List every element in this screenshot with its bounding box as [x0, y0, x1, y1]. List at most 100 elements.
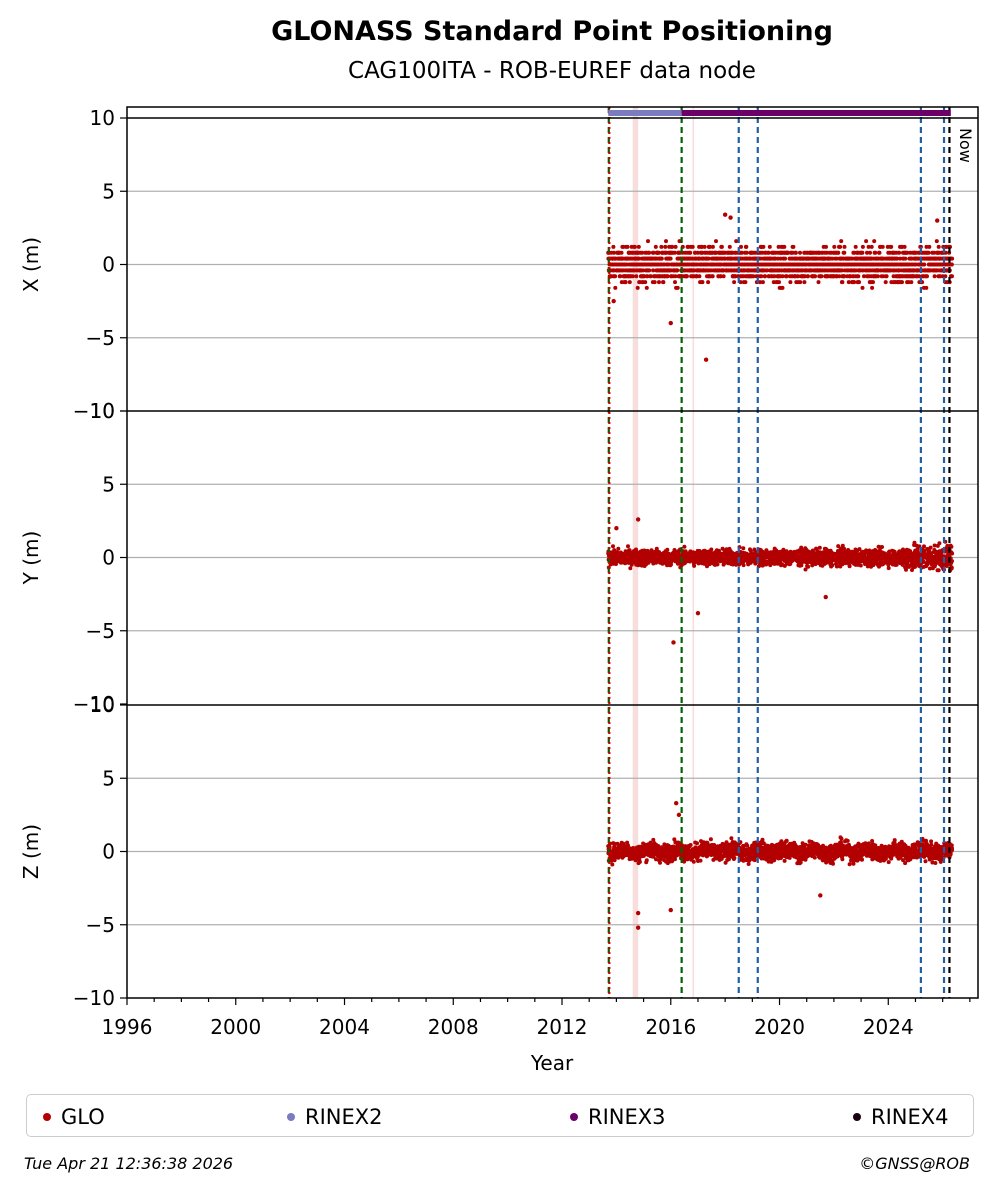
glo-point [802, 280, 807, 285]
glo-point [682, 544, 687, 549]
glo-outlier-point-4 [728, 215, 733, 220]
glo-point [842, 274, 847, 279]
glo-point [857, 280, 861, 285]
glo-point [715, 562, 720, 567]
glo-point [788, 280, 793, 285]
glo-point [860, 250, 865, 255]
chart-title: GLONASS Standard Point Positioning [271, 16, 833, 47]
ytick-label: 5 [102, 472, 115, 496]
glo-outlier-point-4 [614, 526, 619, 531]
glo-point [637, 256, 641, 261]
ytick-label: −10 [73, 692, 115, 716]
glo-point [883, 280, 888, 285]
glo-point [776, 244, 781, 249]
glo-point [627, 548, 632, 553]
glo-point [719, 262, 724, 267]
glo-point [741, 563, 746, 568]
glo-point [856, 274, 861, 279]
glo-point [834, 256, 839, 261]
glo-point [646, 239, 650, 244]
glo-point [625, 244, 630, 249]
ytick-label: 0 [102, 546, 115, 570]
glo-point [634, 274, 639, 279]
glo-point [710, 274, 715, 279]
glo-point [691, 859, 696, 864]
glo-point [862, 274, 866, 279]
glo-point [732, 280, 737, 285]
glo-point [688, 843, 693, 847]
glo-point [644, 858, 649, 863]
glo-point [950, 256, 955, 261]
glo-point [927, 244, 932, 249]
glo-point [640, 250, 645, 255]
glo-point [661, 280, 666, 285]
glo-point [857, 547, 862, 552]
glo-point [714, 239, 718, 244]
glo-point [950, 274, 954, 279]
glo-point [659, 256, 664, 261]
glo-point [949, 262, 954, 267]
ytick-label: −5 [86, 619, 115, 643]
glo-point [649, 548, 654, 553]
glo-point [618, 274, 623, 279]
glo-outlier-point-1 [695, 610, 701, 616]
glo-point [700, 280, 705, 285]
glo-point [649, 274, 653, 279]
glo-point [644, 285, 649, 290]
glo-point [626, 544, 630, 549]
glo-point [903, 256, 908, 261]
glo-point [664, 239, 668, 244]
glo-point [665, 547, 670, 552]
glo-point [813, 274, 817, 279]
glo-point [898, 256, 903, 261]
glo-point [796, 274, 801, 279]
glo-point [937, 541, 942, 546]
glo-point [707, 244, 712, 249]
glo-point [840, 268, 844, 273]
glo-outlier-point-5 [935, 218, 940, 223]
glo-point [830, 256, 835, 261]
glo-point [647, 250, 652, 255]
glo-point [641, 268, 646, 273]
glo-point [784, 838, 789, 843]
glo-point [836, 250, 841, 255]
glo-point [629, 562, 634, 567]
glo-point [924, 244, 929, 249]
glo-point [880, 244, 885, 249]
glo-series-panel-2 [606, 800, 955, 930]
glo-point [853, 244, 858, 249]
glo-point [793, 250, 798, 255]
glo-point [922, 544, 926, 549]
glo-point [613, 274, 618, 279]
glo-point [706, 280, 711, 285]
glo-point [824, 250, 829, 255]
glo-point [934, 239, 939, 244]
glo-point [746, 862, 751, 866]
glo-outlier-point-0 [703, 357, 709, 362]
glo-point [611, 250, 616, 255]
glo-point [613, 285, 618, 290]
glo-point [926, 250, 931, 255]
ytick-label: 0 [102, 840, 115, 864]
glo-point [860, 244, 865, 249]
glo-point [767, 244, 772, 249]
glo-point [924, 285, 929, 290]
glo-point [895, 256, 900, 261]
glo-point [744, 250, 749, 255]
glo-point [729, 836, 734, 841]
glo-point [637, 859, 642, 864]
glo-point [819, 274, 824, 279]
glo-point [656, 250, 661, 255]
glo-point [817, 545, 822, 550]
glo-point [777, 280, 781, 285]
glo-point [902, 244, 907, 249]
glo-point [751, 274, 756, 279]
glo-point [616, 546, 621, 551]
glo-point [705, 564, 709, 569]
glo-point [900, 280, 904, 285]
glo-point [657, 280, 661, 285]
glo-point [865, 250, 869, 255]
glo-point [672, 250, 677, 255]
glo-point [925, 274, 929, 279]
glo-point [872, 239, 877, 244]
